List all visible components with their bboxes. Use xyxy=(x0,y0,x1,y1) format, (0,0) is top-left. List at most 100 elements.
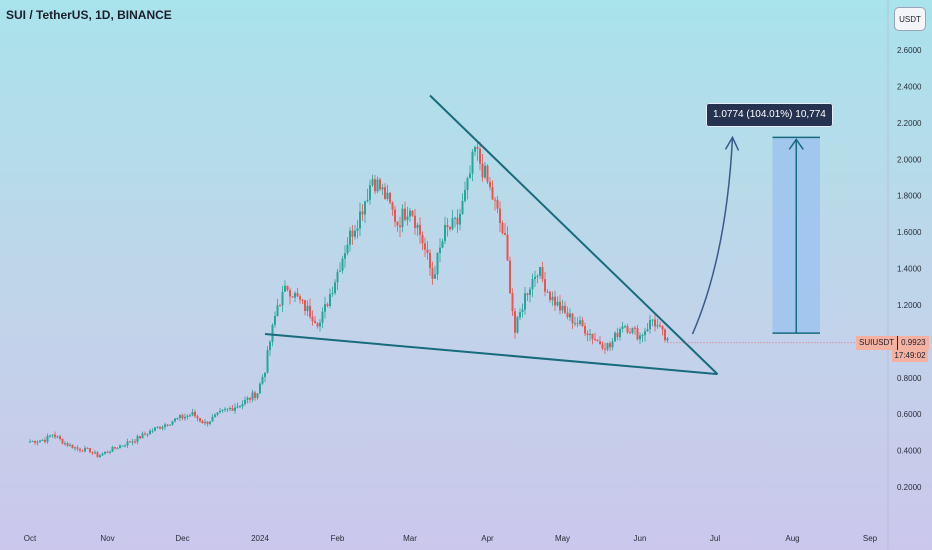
candle-body xyxy=(256,393,259,398)
candle-body xyxy=(61,438,64,444)
candle-body xyxy=(389,192,391,203)
candle-body xyxy=(201,421,204,424)
y-tick-label: 1.2000 xyxy=(897,301,922,310)
candle-body xyxy=(611,341,614,348)
x-tick-label: Jul xyxy=(710,534,720,543)
candle-body xyxy=(524,293,526,310)
candle-body xyxy=(49,435,51,437)
candle-body xyxy=(634,327,636,329)
candle-body xyxy=(94,452,96,454)
candle-body xyxy=(499,208,501,223)
measure-label: 1.0774 (104.01%) 10,774 xyxy=(706,103,833,127)
candle-body xyxy=(529,289,531,295)
candle-body xyxy=(396,221,399,226)
measure-arrow-head xyxy=(788,138,804,150)
y-tick-label: 1.6000 xyxy=(897,228,922,237)
candle-body xyxy=(426,249,429,253)
candle-body xyxy=(74,447,76,449)
candle-body xyxy=(51,434,54,436)
candle-body xyxy=(446,224,449,228)
x-tick-label: Nov xyxy=(100,534,114,543)
candle-body xyxy=(546,291,549,293)
candle-body xyxy=(496,199,499,209)
candle-body xyxy=(109,451,111,453)
candle-body xyxy=(584,325,586,334)
candle-body xyxy=(314,321,316,324)
candle-body xyxy=(284,285,286,292)
candle-body xyxy=(329,294,331,306)
candle-body xyxy=(486,165,489,182)
candle-body xyxy=(259,383,261,394)
candle-body xyxy=(649,319,651,330)
candle-body xyxy=(441,241,444,248)
x-tick-label: Dec xyxy=(175,534,189,543)
candle-body xyxy=(251,392,254,400)
candle-body xyxy=(41,439,44,441)
candle-body xyxy=(491,187,494,200)
candle-body xyxy=(504,233,506,235)
candle-body xyxy=(571,313,574,324)
candle-body xyxy=(471,151,474,174)
candle-body xyxy=(424,243,426,250)
candle-body xyxy=(351,230,354,237)
candle-body xyxy=(501,222,504,234)
candle-body xyxy=(349,230,351,245)
candle-body xyxy=(44,439,46,442)
candle-body xyxy=(99,455,101,458)
candle-body xyxy=(316,323,319,327)
candle-body xyxy=(631,327,634,333)
candle-body xyxy=(189,415,191,417)
candle-body xyxy=(386,192,389,199)
candle-body xyxy=(169,424,171,426)
candle-body xyxy=(311,316,314,322)
candle-body xyxy=(414,215,416,228)
candle-body xyxy=(171,421,174,425)
candle-body xyxy=(116,448,119,450)
candle-body xyxy=(274,315,276,325)
upper-trendline[interactable] xyxy=(429,94,719,375)
candle-body xyxy=(214,414,216,417)
candle-body xyxy=(241,404,244,407)
candle-body xyxy=(444,224,446,242)
bar-countdown: 17:49:02 xyxy=(892,350,928,362)
candle-body xyxy=(494,199,496,201)
candle-body xyxy=(479,148,481,164)
candle-body xyxy=(81,450,84,452)
candle-body xyxy=(616,332,619,338)
candle-body xyxy=(319,322,321,327)
candle-body xyxy=(406,216,409,220)
candle-body xyxy=(574,323,576,325)
candle-body xyxy=(176,417,179,419)
lower-trendline[interactable] xyxy=(264,333,718,376)
x-tick-label: May xyxy=(555,534,570,543)
candle-body xyxy=(76,447,79,449)
candle-body xyxy=(656,325,659,327)
candle-body xyxy=(96,452,99,458)
candle-body xyxy=(114,447,116,449)
candle-body xyxy=(239,406,241,408)
candles xyxy=(29,141,669,458)
candle-body xyxy=(659,325,661,327)
candle-body xyxy=(466,178,469,191)
candle-body xyxy=(34,440,36,443)
candle-body xyxy=(454,217,456,219)
y-tick-label: 0.6000 xyxy=(897,410,922,419)
candle-body xyxy=(539,267,541,276)
candle-body xyxy=(121,445,124,447)
candle-body xyxy=(404,208,406,220)
candle-body xyxy=(594,339,596,341)
candle-body xyxy=(119,445,121,449)
candle-body xyxy=(534,276,536,280)
candle-body xyxy=(289,290,291,297)
currency-unit-button[interactable]: USDT xyxy=(894,7,926,31)
candle-body xyxy=(136,436,139,442)
candle-body xyxy=(269,341,271,351)
candle-body xyxy=(126,441,129,446)
candle-body xyxy=(166,424,169,426)
candle-body xyxy=(361,211,364,215)
candle-body xyxy=(664,329,666,341)
projection-arrow[interactable] xyxy=(691,137,734,335)
candle-body xyxy=(434,274,436,279)
candle-body xyxy=(216,412,219,415)
